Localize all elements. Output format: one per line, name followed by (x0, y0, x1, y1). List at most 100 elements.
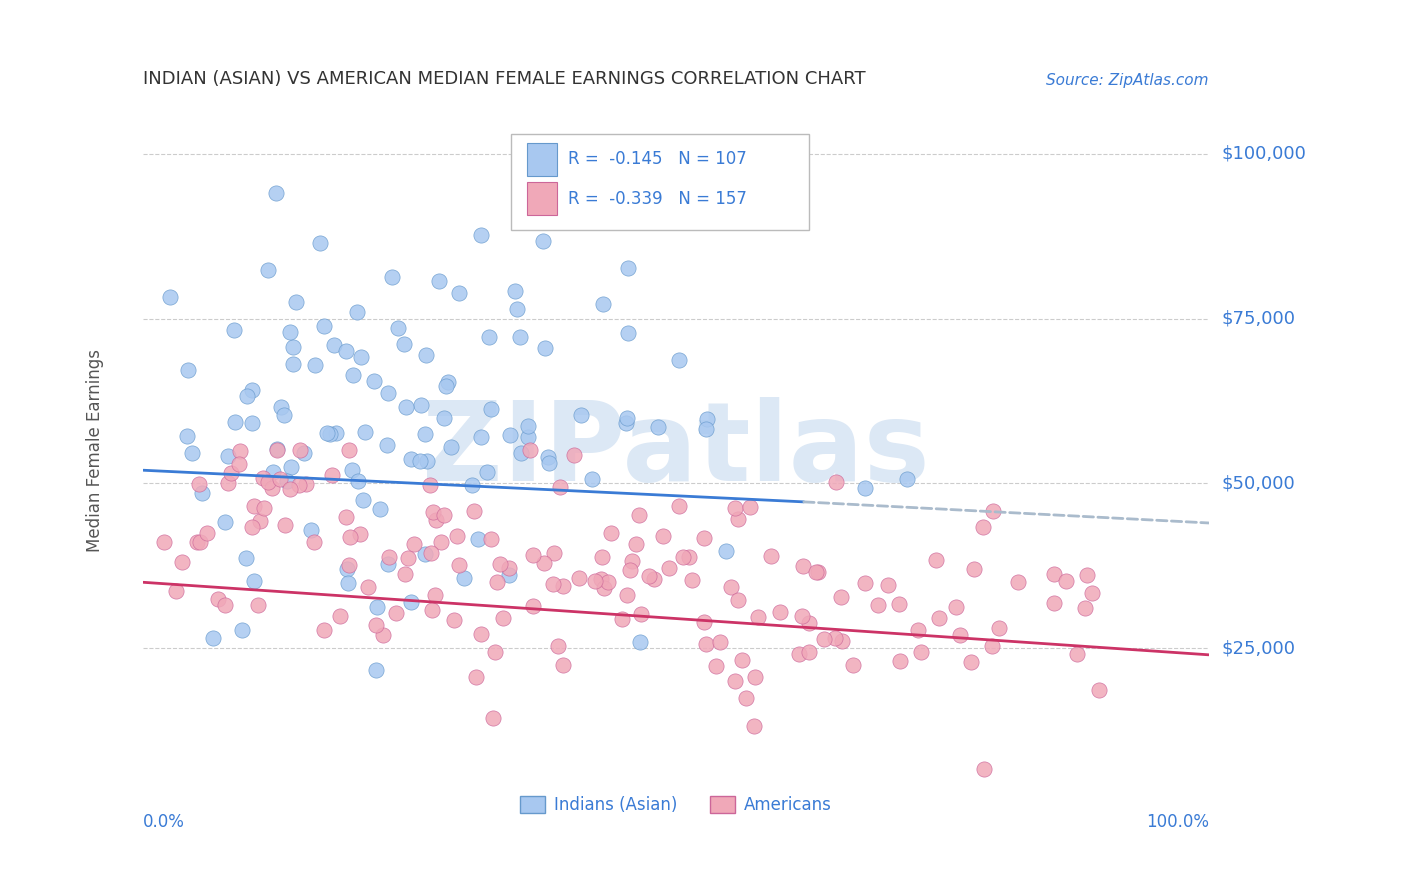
Point (335, 510, 357, 524)
Point (727, 593, 749, 607)
Point (266, 186, 288, 201)
Point (583, 574, 606, 589)
Point (399, 595, 422, 609)
Point (427, 273, 450, 287)
Point (321, 468, 343, 483)
Point (253, 501, 276, 516)
Point (357, 580, 380, 594)
Point (720, 580, 742, 594)
Point (229, 444, 252, 458)
Point (292, 445, 315, 459)
Point (425, 513, 447, 527)
Point (620, 554, 643, 568)
Point (797, 615, 820, 630)
Point (402, 536, 425, 550)
Point (394, 336, 416, 351)
Point (533, 556, 555, 570)
Point (446, 529, 468, 543)
Point (541, 576, 564, 591)
Point (769, 605, 792, 619)
Point (260, 481, 283, 495)
Point (354, 425, 377, 440)
Point (177, 363, 200, 377)
Point (284, 294, 307, 309)
Point (319, 427, 342, 442)
Point (626, 537, 648, 551)
Point (988, 621, 1011, 635)
Point (399, 452, 422, 467)
Text: R =  -0.145   N = 107: R = -0.145 N = 107 (568, 150, 747, 168)
Point (186, 535, 208, 549)
Point (628, 508, 651, 523)
Point (437, 375, 460, 389)
Point (824, 631, 846, 645)
Point (813, 632, 835, 647)
Point (347, 475, 370, 489)
Point (548, 480, 571, 494)
Point (616, 588, 638, 602)
Point (617, 261, 640, 276)
Point (482, 711, 505, 725)
Point (252, 471, 274, 485)
Point (569, 408, 592, 422)
Point (693, 615, 716, 629)
Point (349, 527, 371, 541)
Point (159, 290, 181, 304)
Point (547, 639, 569, 653)
Point (503, 285, 526, 299)
Point (610, 612, 633, 626)
Point (475, 466, 498, 480)
Point (176, 429, 198, 443)
Point (419, 546, 441, 560)
Point (337, 558, 360, 572)
Point (949, 628, 972, 642)
Point (188, 534, 211, 549)
Point (727, 512, 749, 526)
Point (350, 351, 373, 365)
Point (960, 656, 983, 670)
Point (231, 623, 253, 637)
Text: 100.0%: 100.0% (1146, 813, 1209, 831)
Point (352, 492, 374, 507)
Point (302, 535, 325, 549)
Point (619, 562, 641, 576)
Point (553, 657, 575, 672)
Point (738, 500, 761, 514)
Point (364, 618, 387, 632)
Point (278, 482, 301, 496)
Point (266, 442, 288, 457)
Point (395, 400, 418, 414)
Point (236, 389, 259, 403)
Point (214, 516, 236, 530)
Point (533, 341, 555, 355)
Point (217, 476, 239, 491)
Point (335, 344, 357, 359)
Point (370, 502, 392, 516)
Point (276, 474, 298, 488)
Point (714, 543, 737, 558)
Point (537, 450, 560, 465)
Point (228, 457, 250, 471)
Point (165, 583, 187, 598)
Point (278, 325, 301, 339)
FancyBboxPatch shape (527, 182, 557, 215)
Point (696, 412, 718, 426)
Point (312, 624, 335, 638)
Point (423, 588, 446, 602)
Point (807, 565, 830, 579)
Point (498, 561, 520, 575)
Point (506, 302, 529, 317)
Point (907, 624, 929, 638)
Point (489, 557, 512, 571)
Point (301, 523, 323, 537)
Point (1081, 585, 1104, 599)
Point (887, 597, 910, 611)
Point (240, 417, 263, 431)
Point (217, 450, 239, 464)
Point (222, 323, 245, 337)
Point (592, 296, 614, 310)
Point (214, 598, 236, 612)
Point (747, 610, 769, 624)
Point (896, 472, 918, 486)
Point (257, 475, 280, 489)
